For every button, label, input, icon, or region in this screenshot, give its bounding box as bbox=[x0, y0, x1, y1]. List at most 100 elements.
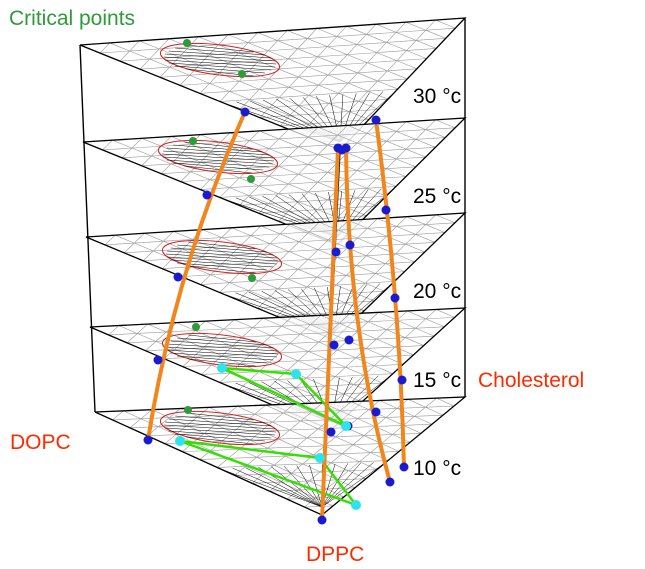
frame-edge-0 bbox=[79, 44, 96, 413]
grid-line bbox=[405, 21, 446, 39]
ellipse-tie-line bbox=[186, 412, 254, 421]
boundary-point bbox=[317, 515, 327, 525]
two-phase-ellipse bbox=[159, 410, 281, 446]
grid-line bbox=[159, 58, 427, 78]
grid-line bbox=[322, 402, 411, 443]
boundary-markers bbox=[143, 39, 409, 525]
triangle-vertex bbox=[341, 421, 351, 431]
two-phase-ellipse bbox=[159, 42, 281, 78]
plane-2 bbox=[85, 212, 467, 341]
grid-line bbox=[181, 261, 415, 277]
grid-line bbox=[108, 325, 120, 336]
grid-line bbox=[202, 229, 375, 302]
temperature-label-15: 15 °c bbox=[413, 369, 462, 392]
ellipse-tie-line bbox=[165, 346, 279, 355]
grid-line bbox=[349, 313, 424, 346]
ellipse-tie-line bbox=[167, 256, 277, 265]
grid-line bbox=[227, 34, 389, 100]
grid-line bbox=[182, 319, 235, 367]
grid-line bbox=[378, 312, 435, 337]
grid-line bbox=[179, 34, 229, 86]
two-phase-ellipse bbox=[157, 139, 279, 175]
triangle-vertex bbox=[217, 363, 227, 373]
triangle-vertex bbox=[351, 500, 361, 510]
ellipse-tie-line bbox=[188, 241, 256, 250]
grid-line bbox=[316, 28, 418, 70]
grid-line bbox=[435, 19, 456, 29]
grid-line bbox=[234, 319, 383, 384]
grid-line bbox=[205, 320, 373, 393]
grid-line bbox=[99, 42, 110, 54]
ellipse-tie-line bbox=[161, 153, 275, 162]
grid-line bbox=[346, 26, 427, 59]
tie-line bbox=[321, 461, 387, 508]
grid-line bbox=[376, 123, 436, 148]
grid-line bbox=[259, 130, 397, 187]
grid-line bbox=[304, 505, 334, 508]
grid-line bbox=[200, 176, 406, 190]
ellipse-tie-line bbox=[173, 162, 263, 171]
ellipse-tie-line bbox=[168, 430, 272, 439]
ellipse-tie-line bbox=[184, 165, 252, 174]
ellipse-tie-line bbox=[175, 47, 265, 56]
temperature-label-10: 10 °c bbox=[413, 457, 462, 480]
grid-line bbox=[317, 126, 416, 168]
grid-line bbox=[257, 32, 398, 90]
ellipse-tie-line bbox=[165, 59, 275, 68]
cholesterol-label: Cholesterol bbox=[478, 369, 585, 392]
dopc-label: DOPC bbox=[10, 431, 71, 454]
triangle-vertex bbox=[291, 369, 301, 379]
ellipse-tie-line bbox=[163, 56, 277, 65]
boundary-curve-1 bbox=[320, 146, 340, 522]
three-phase-triangle-0 bbox=[221, 366, 347, 428]
ellipse-tie-line bbox=[165, 53, 275, 62]
plane-fill bbox=[80, 18, 465, 150]
critical-point bbox=[183, 39, 191, 47]
plane-outline bbox=[94, 396, 467, 516]
critical-points-label: Critical points bbox=[9, 7, 136, 30]
grid-line bbox=[436, 397, 455, 407]
ellipse-tie-line bbox=[163, 156, 273, 165]
ellipse-tie-line bbox=[167, 343, 277, 352]
three-phase-triangle-1 bbox=[179, 439, 360, 508]
temperature-label-30: 30 °c bbox=[413, 85, 462, 108]
grid-line bbox=[407, 399, 444, 416]
grid-line bbox=[119, 40, 140, 62]
plane-fill bbox=[83, 118, 465, 245]
grid-line bbox=[126, 323, 148, 344]
boundary-point bbox=[331, 247, 341, 257]
grid-line bbox=[119, 38, 446, 62]
ellipse-tie-line bbox=[175, 433, 265, 442]
boundary-point bbox=[371, 115, 381, 125]
ellipse-tie-line bbox=[188, 358, 256, 367]
grid-line bbox=[129, 409, 153, 429]
ellipse-tie-line bbox=[163, 424, 277, 433]
grid-line bbox=[198, 36, 379, 110]
grid-line bbox=[201, 318, 264, 375]
grid-line bbox=[219, 186, 397, 198]
ellipse-tie-line bbox=[168, 50, 272, 59]
temperature-label-25: 25 °c bbox=[413, 185, 462, 208]
grid-line bbox=[435, 214, 456, 224]
grid-line bbox=[182, 442, 411, 452]
triangle-vertex bbox=[175, 436, 185, 446]
ellipse-tie-line bbox=[173, 144, 263, 153]
ellipse-tie-line bbox=[177, 337, 267, 346]
boundary-point bbox=[326, 427, 336, 437]
grid-line bbox=[139, 40, 360, 130]
grid-line bbox=[122, 137, 446, 159]
boundary-point bbox=[329, 340, 339, 350]
ellipse-tie-line bbox=[167, 349, 277, 358]
grid-line bbox=[102, 139, 113, 151]
grid-line bbox=[127, 326, 445, 344]
tie-line bbox=[232, 467, 323, 508]
grid-line bbox=[237, 405, 378, 470]
boundary-curve-2 bbox=[344, 146, 392, 484]
ellipse-tie-line bbox=[186, 44, 254, 53]
ellipse-tie-line bbox=[170, 247, 274, 256]
grid-line bbox=[347, 125, 426, 158]
grid-line bbox=[256, 392, 373, 399]
plane-3 bbox=[89, 307, 467, 431]
grid-line bbox=[252, 478, 367, 484]
ellipse-tie-line bbox=[168, 62, 272, 71]
